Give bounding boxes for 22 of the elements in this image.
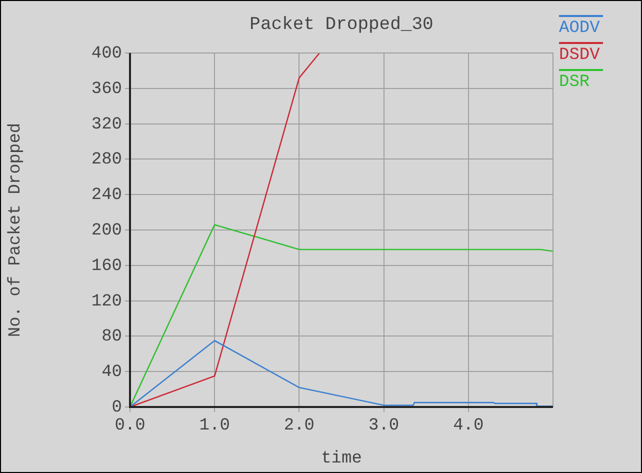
legend-label: DSDV — [559, 46, 601, 65]
y-axis-title: No. of Packet Dropped — [6, 122, 26, 338]
legend-label: AODV — [559, 19, 601, 38]
y-tick-label: 240 — [91, 186, 122, 206]
y-tick-label: 400 — [91, 44, 122, 64]
x-tick-label: 0.0 — [114, 416, 146, 436]
x-tick-label: 3.0 — [368, 416, 400, 436]
x-tick-label: 1.0 — [199, 416, 230, 436]
y-tick-label: 160 — [91, 256, 122, 276]
y-tick-label: 320 — [91, 115, 122, 134]
y-tick-label: 80 — [102, 328, 122, 347]
y-tick-label: 280 — [91, 150, 122, 170]
x-tick-label: 2.0 — [284, 416, 315, 436]
legend-label: DSR — [559, 73, 591, 92]
chart-title: Packet Dropped_30 — [248, 15, 434, 35]
y-tick-label: 120 — [91, 292, 122, 312]
y-tick-label: 360 — [91, 80, 122, 99]
y-tick-label: 200 — [91, 222, 122, 240]
x-tick-label: 4.0 — [453, 416, 484, 436]
x-axis-title: time — [321, 449, 362, 468]
y-tick-label: 0 — [112, 398, 122, 418]
y-tick-label: 40 — [102, 363, 122, 382]
